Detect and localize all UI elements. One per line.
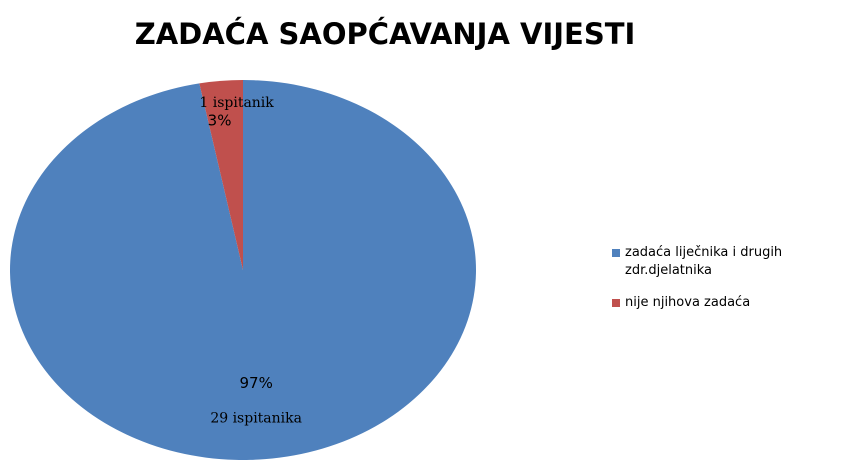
value-label: 3% [208,112,232,130]
legend-item: nije njihova zadaća [612,294,862,312]
chart-title: ZADAĆA SAOPĆAVANJA VIJESTI [135,17,636,51]
pie-slice [199,80,243,270]
legend-swatch [612,249,620,257]
legend-label: nije njihova zadaća [625,295,751,310]
count-label: 1 ispitanik [199,95,274,111]
pie-slice [10,80,476,460]
legend: zadaća liječnika i drugih zdr.djelatnika… [612,244,862,326]
legend-label: zadaća liječnika i drugih zdr.djelatnika [625,245,783,278]
legend-swatch [612,299,620,307]
count-label: 29 ispitanika [210,410,302,426]
value-label: 97% [239,374,272,392]
legend-item: zadaća liječnika i drugih zdr.djelatnika [612,244,862,280]
